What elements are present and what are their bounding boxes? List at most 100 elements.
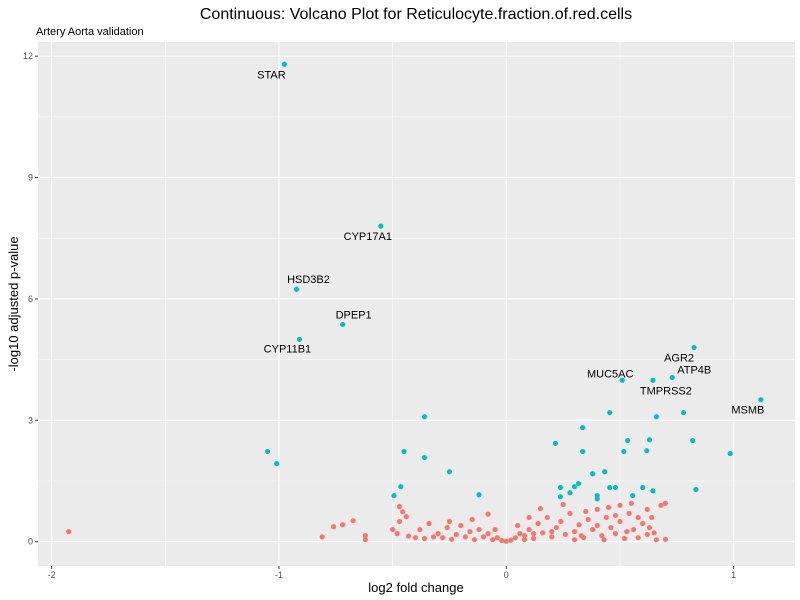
- nonsignificant-point: [649, 514, 655, 521]
- nonsignificant-point: [540, 530, 546, 536]
- significant-point: [602, 469, 608, 475]
- nonsignificant-point: [517, 531, 523, 537]
- nonsignificant-point: [403, 514, 409, 520]
- nonsignificant-point: [635, 514, 641, 521]
- nonsignificant-point: [469, 516, 475, 523]
- nonsignificant-point: [530, 535, 537, 542]
- nonsignificant-point: [485, 511, 491, 517]
- y-tick-label: 3: [28, 415, 33, 425]
- nonsignificant-point: [553, 524, 559, 531]
- y-tick-label: 0: [28, 537, 33, 547]
- significant-point: [446, 469, 453, 475]
- y-tick-label: 12: [23, 51, 33, 61]
- x-tick-label: -1: [275, 570, 283, 580]
- labeled-point: [281, 61, 288, 67]
- nonsignificant-point: [585, 516, 591, 523]
- gene-label: CYP17A1: [344, 231, 392, 243]
- nonsignificant-point: [508, 537, 514, 543]
- nonsignificant-point: [440, 535, 446, 541]
- significant-point: [607, 410, 613, 416]
- significant-point: [567, 490, 573, 496]
- gene-label: HSD3B2: [287, 274, 330, 286]
- significant-point: [646, 437, 653, 443]
- nonsignificant-point: [635, 535, 641, 541]
- significant-point: [265, 448, 271, 455]
- nonsignificant-point: [319, 534, 325, 540]
- significant-point: [580, 425, 586, 431]
- nonsignificant-point: [612, 531, 619, 537]
- nonsignificant-point: [617, 502, 623, 508]
- x-axis-label: log2 fold change: [368, 580, 463, 595]
- nonsignificant-point: [644, 506, 650, 512]
- nonsignificant-point: [590, 526, 596, 533]
- significant-point: [557, 494, 563, 500]
- significant-point: [421, 454, 428, 461]
- nonsignificant-point: [608, 524, 614, 531]
- nonsignificant-point: [396, 503, 403, 510]
- x-tick-label: 0: [504, 570, 509, 580]
- nonsignificant-point: [394, 531, 400, 537]
- nonsignificant-point: [628, 500, 634, 506]
- gene-label: DPEP1: [336, 309, 372, 321]
- gene-label: MSMB: [731, 405, 764, 417]
- labeled-point: [650, 377, 656, 383]
- significant-point: [650, 488, 656, 494]
- nonsignificant-point: [594, 522, 600, 529]
- nonsignificant-point: [405, 533, 412, 539]
- nonsignificant-point: [567, 510, 573, 516]
- nonsignificant-point: [521, 537, 528, 543]
- significant-point: [607, 484, 613, 491]
- nonsignificant-point: [421, 535, 428, 542]
- significant-point: [681, 410, 687, 416]
- significant-point: [612, 484, 619, 491]
- significant-point: [727, 450, 733, 457]
- gene-label: STAR: [257, 69, 286, 81]
- nonsignificant-point: [560, 501, 566, 508]
- significant-point: [640, 484, 646, 491]
- nonsignificant-point: [599, 533, 605, 539]
- labeled-point: [378, 223, 384, 229]
- gene-label: AGR2: [664, 352, 694, 364]
- nonsignificant-point: [476, 526, 482, 533]
- nonsignificant-point: [503, 538, 509, 544]
- grid-lines: [38, 42, 795, 566]
- labeled-point: [293, 286, 300, 292]
- nonsignificant-point: [630, 526, 637, 533]
- significant-point: [690, 437, 696, 444]
- significant-point: [421, 414, 428, 420]
- significant-point: [391, 492, 397, 499]
- nonsignificant-point: [535, 520, 541, 527]
- nonsignificant-point: [330, 524, 337, 530]
- nonsignificant-point: [621, 535, 628, 542]
- nonsignificant-point: [544, 514, 550, 521]
- nonsignificant-point: [658, 502, 664, 508]
- significant-point: [401, 448, 407, 455]
- labeled-point: [296, 336, 303, 343]
- nonsignificant-point: [601, 537, 607, 543]
- significant-point: [398, 484, 404, 490]
- significant-point: [476, 492, 482, 498]
- nonsignificant-point: [66, 529, 72, 535]
- nonsignificant-point: [390, 526, 396, 533]
- nonsignificant-point: [537, 505, 543, 512]
- nonsignificant-point: [480, 534, 487, 540]
- nonsignificant-point: [605, 504, 612, 510]
- nonsignificant-point: [562, 531, 568, 538]
- nonsignificant-point: [651, 530, 657, 536]
- nonsignificant-point: [444, 524, 450, 531]
- nonsignificant-point: [412, 535, 418, 541]
- significant-point: [590, 471, 596, 477]
- plot-panel: [38, 42, 795, 566]
- gene-label: TMPRSS2: [640, 385, 692, 397]
- nonsignificant-point: [624, 529, 630, 535]
- significant-point: [621, 448, 627, 455]
- nonsignificant-point: [362, 537, 368, 543]
- significant-point: [580, 448, 586, 455]
- data-points: [66, 61, 764, 544]
- nonsignificant-point: [396, 518, 403, 525]
- nonsignificant-point: [485, 531, 491, 537]
- nonsignificant-point: [576, 522, 582, 528]
- chart-subtitle: Artery Aorta validation: [36, 26, 144, 38]
